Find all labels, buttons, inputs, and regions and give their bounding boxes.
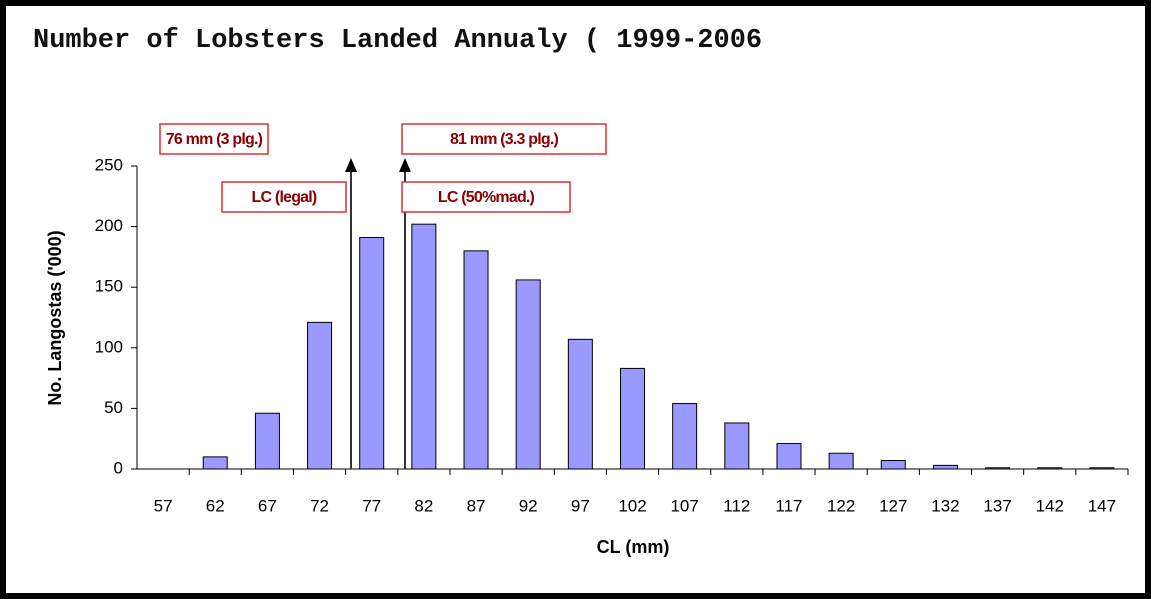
annotation-box [159, 123, 269, 155]
bar [672, 403, 698, 470]
x-tick-label: 102 [618, 496, 646, 515]
y-axis-label: No. Langostas ('000) [45, 230, 65, 405]
x-tick-label: 147 [1088, 496, 1116, 515]
arrow-head [399, 158, 411, 172]
bar [463, 250, 489, 470]
x-tick-label: 117 [775, 496, 802, 515]
x-tick-label: 112 [723, 496, 750, 515]
x-axis-label: CL (mm) [597, 537, 670, 557]
y-tick-label: 100 [95, 337, 123, 356]
annotation-box [401, 181, 571, 213]
bar [880, 460, 906, 470]
bar [307, 321, 333, 470]
bar [411, 223, 437, 470]
annotation: 76 mm (3 plg.) [166, 131, 263, 148]
x-tick-label: 67 [258, 496, 277, 515]
annotation-box [221, 181, 347, 213]
bar [724, 422, 750, 470]
bar [620, 367, 645, 470]
bar [359, 237, 385, 470]
annotation: LC (50%mad.) [438, 189, 535, 206]
bar [515, 279, 541, 470]
annotation-box [401, 123, 607, 155]
y-tick-label: 50 [104, 398, 123, 417]
x-tick-label: 132 [931, 496, 959, 515]
x-tick-label: 57 [154, 496, 173, 515]
bar [932, 464, 958, 470]
x-tick-label: 62 [206, 496, 225, 515]
y-tick-label: 200 [95, 216, 123, 235]
x-tick-label: 142 [1036, 496, 1064, 515]
bar [776, 443, 802, 470]
x-tick-label: 92 [519, 496, 538, 515]
bar [828, 452, 854, 470]
x-tick-label: 122 [827, 496, 855, 515]
y-tick-label: 250 [95, 155, 123, 174]
x-tick-label: 82 [414, 496, 433, 515]
x-tick-label: 137 [983, 496, 1011, 515]
x-tick-label: 97 [571, 496, 590, 515]
x-tick-label: 107 [670, 496, 698, 515]
x-tick-label: 87 [467, 496, 486, 515]
x-tick-label: 127 [879, 496, 907, 515]
y-tick-label: 0 [114, 458, 123, 477]
annotation: LC (legal) [252, 189, 317, 206]
bar [567, 338, 593, 470]
bar [254, 412, 280, 470]
x-tick-label: 77 [362, 496, 381, 515]
chart-title: Number of Lobsters Landed Annualy ( 1999… [33, 26, 762, 56]
bar [202, 456, 228, 470]
x-tick-label: 72 [310, 496, 329, 515]
y-tick-label: 150 [95, 277, 123, 296]
annotation: 81 mm (3.3 plg.) [450, 131, 559, 148]
arrow-head [345, 158, 357, 172]
